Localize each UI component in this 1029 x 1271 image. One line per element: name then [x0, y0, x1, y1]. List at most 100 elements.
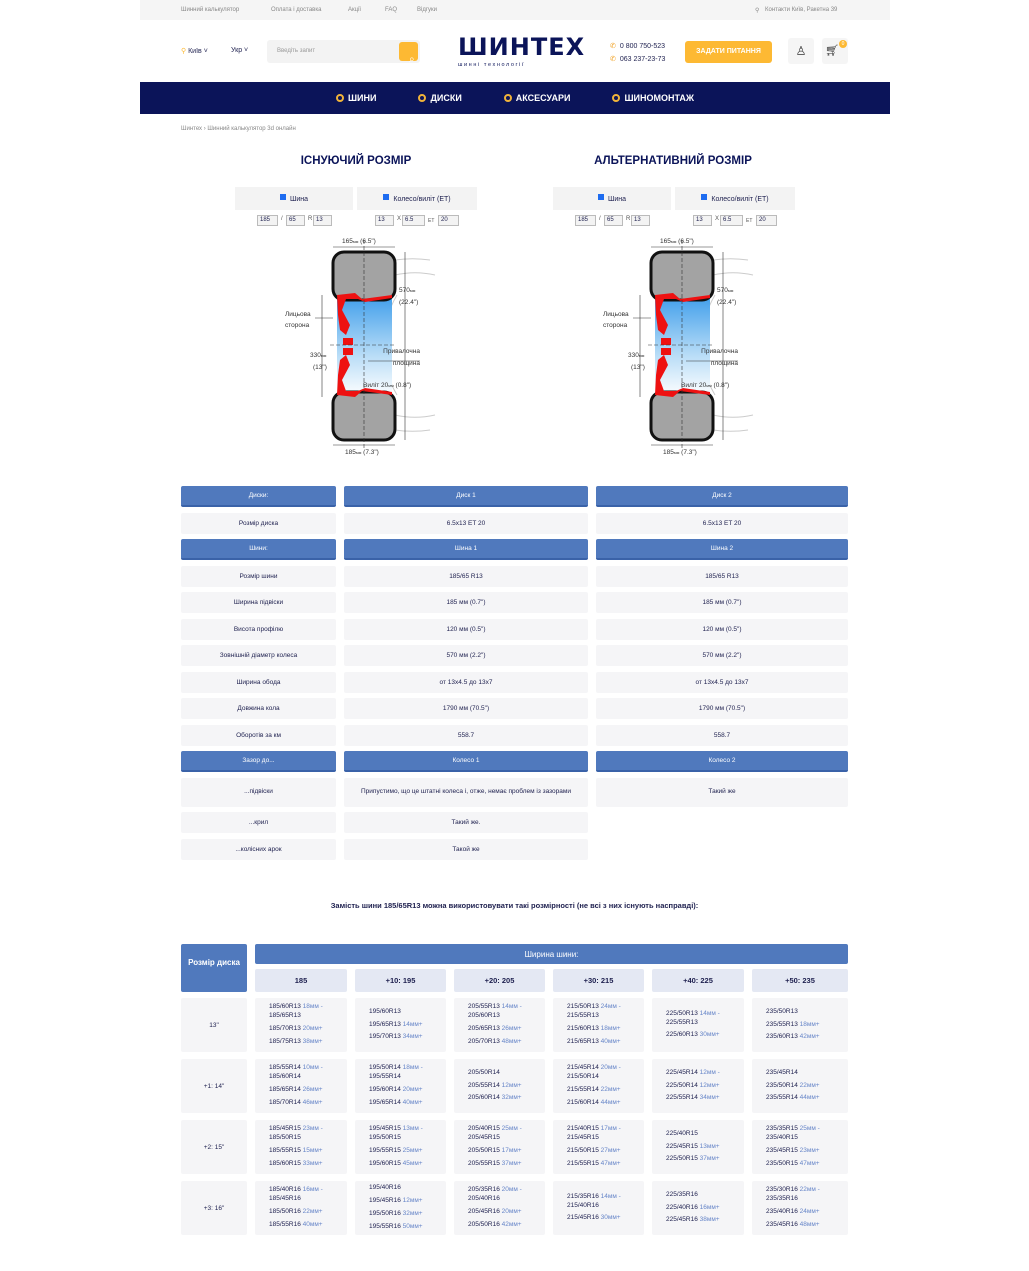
phone-1[interactable]: ✆ 0 800 750-523	[610, 42, 665, 50]
width-input[interactable]: 185	[575, 215, 596, 226]
size-option[interactable]: 235/55R14 44мм+	[766, 1094, 848, 1103]
rim-d-input[interactable]: 13	[375, 215, 394, 226]
size-option[interactable]: 205/35R16 20мм -205/40R16	[468, 1186, 545, 1204]
profile-input[interactable]: 65	[604, 215, 623, 226]
nav-rims[interactable]: ДИСКИ	[418, 93, 462, 103]
size-option[interactable]: 215/50R13 24мм -215/55R13	[567, 1003, 644, 1021]
size-option[interactable]: 215/65R13 40мм+	[567, 1038, 644, 1047]
size-option[interactable]: 205/50R14	[468, 1069, 545, 1078]
search-input[interactable]: Введіть запит ⌕	[267, 40, 420, 65]
rim-w-input[interactable]: 6.5	[720, 215, 743, 226]
phone-2[interactable]: ✆ 063 237-23-73	[610, 55, 665, 63]
logo[interactable]: ШИНТЕХ	[458, 33, 586, 61]
size-option[interactable]: 225/40R15	[666, 1130, 744, 1139]
size-option[interactable]: 205/55R14 12мм+	[468, 1082, 545, 1091]
size-option[interactable]: 215/40R15 17мм -215/45R15	[567, 1125, 644, 1143]
size-option[interactable]: 195/60R14 20мм+	[369, 1086, 446, 1095]
topbar-contacts-link[interactable]: Контакти Київ, Ракетна 39	[765, 7, 838, 13]
topbar-link-delivery[interactable]: Оплата і доставка	[271, 7, 322, 13]
size-option[interactable]: 215/45R14 20мм -215/50R14	[567, 1064, 644, 1082]
size-option[interactable]: 185/60R13 18мм -185/65R13	[269, 1003, 347, 1021]
topbar-link-faq[interactable]: FAQ	[385, 7, 398, 13]
tab-tire[interactable]: Шина	[235, 187, 353, 210]
size-option[interactable]: 235/45R14	[766, 1069, 848, 1078]
size-option[interactable]: 205/45R16 20мм+	[468, 1208, 545, 1217]
size-option[interactable]: 205/65R13 26мм+	[468, 1025, 545, 1034]
cart-button[interactable]: 🛒︎ 0	[822, 38, 848, 64]
size-option[interactable]: 195/55R16 50мм+	[369, 1223, 446, 1232]
size-option[interactable]: 205/50R15 17мм+	[468, 1147, 545, 1156]
size-option[interactable]: 185/55R15 15мм+	[269, 1147, 347, 1156]
size-option[interactable]: 195/45R16 12мм+	[369, 1197, 446, 1206]
size-option[interactable]: 235/55R13 18мм+	[766, 1021, 848, 1030]
size-option[interactable]: 185/50R16 22мм+	[269, 1208, 347, 1217]
size-option[interactable]: 205/50R16 42мм+	[468, 1221, 545, 1230]
size-option[interactable]: 215/55R14 22мм+	[567, 1086, 644, 1095]
size-option[interactable]: 185/75R13 38мм+	[269, 1038, 347, 1047]
size-option[interactable]: 195/60R15 45мм+	[369, 1160, 446, 1169]
size-option[interactable]: 185/55R16 40мм+	[269, 1221, 347, 1230]
size-option[interactable]: 185/60R15 33мм+	[269, 1160, 347, 1169]
size-option[interactable]: 195/70R13 34мм+	[369, 1033, 446, 1042]
nav-tire-service[interactable]: ШИНОМОНТАЖ	[612, 93, 694, 103]
tab-wheel-offset[interactable]: Колесо/виліт (ET)	[675, 187, 795, 210]
size-option[interactable]: 235/45R16 48мм+	[766, 1221, 848, 1230]
size-option[interactable]: 195/40R16	[369, 1184, 446, 1193]
size-option[interactable]: 215/60R14 44мм+	[567, 1099, 644, 1108]
size-option[interactable]: 235/45R15 23мм+	[766, 1147, 848, 1156]
city-select[interactable]: ⚲ Київ ˅	[181, 47, 208, 55]
size-option[interactable]: 225/45R16 38мм+	[666, 1216, 744, 1225]
search-button[interactable]: ⌕	[399, 42, 418, 65]
topbar-link-promo[interactable]: Акції	[348, 7, 362, 13]
size-option[interactable]: 195/50R16 32мм+	[369, 1210, 446, 1219]
tab-wheel-offset[interactable]: Колесо/виліт (ET)	[357, 187, 477, 210]
size-option[interactable]: 185/45R15 23мм -185/50R15	[269, 1125, 347, 1143]
nav-tires[interactable]: ШИНИ	[335, 93, 376, 103]
size-option[interactable]: 195/65R13 14мм+	[369, 1021, 446, 1030]
size-option[interactable]: 195/45R15 13мм -195/50R15	[369, 1125, 446, 1143]
size-option[interactable]: 215/35R16 14мм -215/40R16	[567, 1193, 644, 1211]
size-option[interactable]: 185/40R16 16мм -185/45R16	[269, 1186, 347, 1204]
size-option[interactable]: 225/55R14 34мм+	[666, 1094, 744, 1103]
size-option[interactable]: 195/60R13	[369, 1008, 446, 1017]
radius-input[interactable]: 13	[313, 215, 332, 226]
ask-question-button[interactable]: ЗАДАТИ ПИТАННЯ	[685, 41, 772, 63]
size-option[interactable]: 225/40R16 16мм+	[666, 1204, 744, 1213]
nav-accessories[interactable]: АКСЕСУАРИ	[503, 93, 570, 103]
account-button[interactable]: ♙	[788, 38, 814, 64]
size-option[interactable]: 235/50R15 47мм+	[766, 1160, 848, 1169]
size-option[interactable]: 195/55R15 25мм+	[369, 1147, 446, 1156]
size-option[interactable]: 225/50R14 12мм+	[666, 1082, 744, 1091]
et-input[interactable]: 20	[756, 215, 777, 226]
size-option[interactable]: 235/35R15 25мм -235/40R15	[766, 1125, 848, 1143]
breadcrumb-home[interactable]: Шинтех	[181, 126, 203, 132]
et-input[interactable]: 20	[438, 215, 459, 226]
topbar-link-calculator[interactable]: Шинний калькулятор	[181, 7, 240, 13]
size-option[interactable]: 235/50R14 22мм+	[766, 1082, 848, 1091]
language-select[interactable]: Укр ˅	[231, 47, 248, 54]
size-option[interactable]: 195/65R14 40мм+	[369, 1099, 446, 1108]
size-option[interactable]: 235/40R16 24мм+	[766, 1208, 848, 1217]
size-option[interactable]: 225/45R14 12мм -	[666, 1069, 744, 1078]
size-option[interactable]: 185/65R14 26мм+	[269, 1086, 347, 1095]
width-input[interactable]: 185	[257, 215, 278, 226]
profile-input[interactable]: 65	[286, 215, 305, 226]
size-option[interactable]: 235/50R13	[766, 1008, 848, 1017]
size-option[interactable]: 205/55R13 14мм -205/60R13	[468, 1003, 545, 1021]
size-option[interactable]: 185/55R14 10мм -185/60R14	[269, 1064, 347, 1082]
size-option[interactable]: 235/30R16 22мм -235/35R16	[766, 1186, 848, 1204]
size-option[interactable]: 205/40R15 25мм -205/45R15	[468, 1125, 545, 1143]
size-option[interactable]: 225/50R15 37мм+	[666, 1155, 744, 1164]
size-option[interactable]: 205/55R15 37мм+	[468, 1160, 545, 1169]
size-option[interactable]: 225/35R16	[666, 1191, 744, 1200]
size-option[interactable]: 195/50R14 18мм -195/55R14	[369, 1064, 446, 1082]
topbar-link-reviews[interactable]: Відгуки	[417, 7, 438, 13]
size-option[interactable]: 225/45R15 13мм+	[666, 1143, 744, 1152]
size-option[interactable]: 215/45R16 30мм+	[567, 1214, 644, 1223]
tab-tire[interactable]: Шина	[553, 187, 671, 210]
size-option[interactable]: 185/70R13 20мм+	[269, 1025, 347, 1034]
size-option[interactable]: 215/55R15 47мм+	[567, 1160, 644, 1169]
size-option[interactable]: 205/60R14 32мм+	[468, 1094, 545, 1103]
size-option[interactable]: 235/60R13 42мм+	[766, 1033, 848, 1042]
size-option[interactable]: 185/70R14 46мм+	[269, 1099, 347, 1108]
